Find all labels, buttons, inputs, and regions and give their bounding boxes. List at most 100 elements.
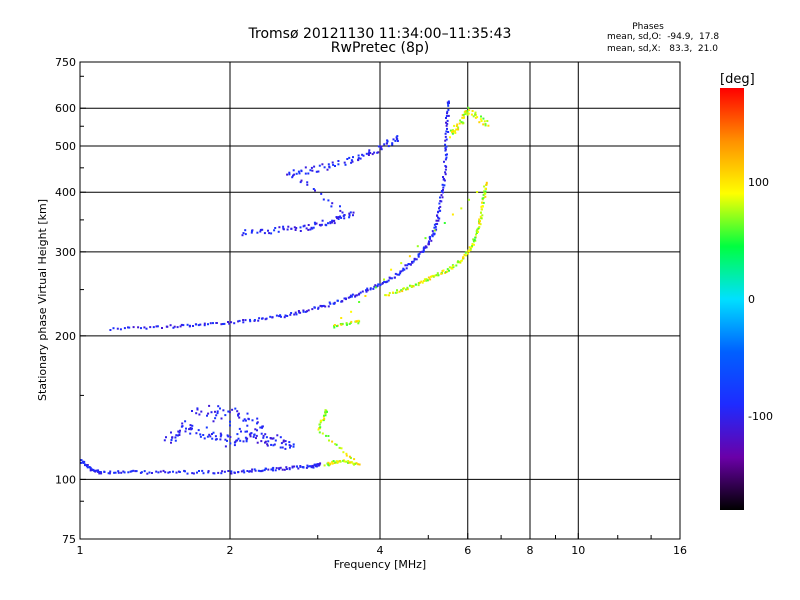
echo-point-o [189,424,192,427]
echo-point-o [293,313,296,316]
echo-point-x [402,287,405,290]
echo-point-o [314,223,317,226]
echo-point-x [425,278,428,281]
echo-point-x [347,461,350,464]
echo-point-o [288,441,291,444]
echo-point-x [324,414,327,417]
echo-point-o [312,188,315,190]
echo-point-o [242,319,245,321]
echo-point-o [369,152,372,154]
echo-point-o [229,442,232,445]
echo-point-o [116,327,119,330]
echo-point-x [446,270,449,273]
echo-point-o [169,324,172,327]
echo-point-o [304,172,307,175]
echo-point-o [244,436,247,439]
echo-point-o [292,169,295,172]
echo-point-o [112,327,115,330]
echo-point-o [250,470,253,473]
echo-point-o [260,440,263,443]
chart-title: Tromsø 20121130 11:34:00–11:35:43 [248,26,512,42]
echo-point-o [358,292,361,295]
echo-point-o [447,100,450,103]
echo-point-o [285,468,288,470]
echo-point-o [97,471,100,473]
echo-point-o [318,463,321,466]
echo-point-o [191,472,194,475]
echo-point-o [203,437,206,440]
echo-point-o [226,439,228,442]
echo-point-o [307,309,310,312]
echo-point-o [281,446,284,449]
echo-point-o [352,214,354,217]
y-tick-label: 500 [55,140,76,153]
echo-point-o [317,170,320,173]
echo-point-x [336,460,339,463]
x-tick-label: 8 [527,544,534,557]
echo-point-x [332,460,335,462]
echo-point-o [350,159,353,162]
echo-point-o [223,322,226,325]
echo-point-o [321,305,324,307]
echo-point-x [481,201,484,204]
echo-point-x [384,294,387,297]
echo-point-o [242,232,245,235]
echo-point-x [477,227,480,230]
echo-point-o [304,310,307,313]
echo-point-o [339,205,341,208]
echo-point-o [297,467,300,470]
echo-point-o [229,420,231,423]
echo-point-o [446,122,449,125]
echo-point-o [345,298,347,301]
echo-point-o [215,322,218,324]
echo-point-o [140,327,142,330]
echo-point-o [444,168,447,171]
echo-point-o [242,419,245,422]
echo-point-o [445,115,448,117]
echo-point-o [257,469,260,472]
echo-point-o [260,470,263,473]
echo-point-x [452,264,455,267]
echo-point-o [396,138,399,141]
echo-point-o [197,324,200,327]
echo-point-o [309,169,312,172]
echo-point-o [254,469,257,472]
echo-point-o [210,411,213,414]
echo-point-o [227,435,230,438]
echo-point-o [341,211,344,214]
echo-point-o [320,192,323,195]
echo-point-o [351,160,354,163]
echo-point-x [340,447,343,450]
echo-point-o [307,172,310,175]
echo-point-x [320,419,323,422]
echo-point-o [261,426,263,429]
echo-point-o [278,467,281,470]
echo-point-x [334,443,337,446]
echo-point-o [211,433,213,435]
echo-point-o [424,245,427,248]
echo-point-o [289,446,291,449]
echo-point-x [461,116,464,119]
echo-point-o [216,410,219,413]
echo-point-o [189,324,191,327]
echo-point-o [206,435,209,438]
echo-point-o [365,289,367,292]
echo-point-o [212,322,214,325]
echo-point-x [458,122,461,125]
echo-point-x [484,195,487,198]
echo-point-x [335,325,338,328]
echo-point-o [134,470,137,473]
echo-point-o [315,222,318,225]
echo-point-o [233,471,236,474]
echo-point-o [202,472,205,475]
echo-point-o [273,229,276,232]
echo-point-x [486,120,489,122]
echo-point-x [343,460,346,463]
echo-point-o [305,466,308,469]
echo-point-x [350,310,353,313]
echo-point-o [368,151,371,154]
echo-point-o [255,437,257,440]
echo-point-x [450,266,453,269]
echo-point-o [195,323,198,326]
colorbar-label: [deg] [720,72,755,87]
